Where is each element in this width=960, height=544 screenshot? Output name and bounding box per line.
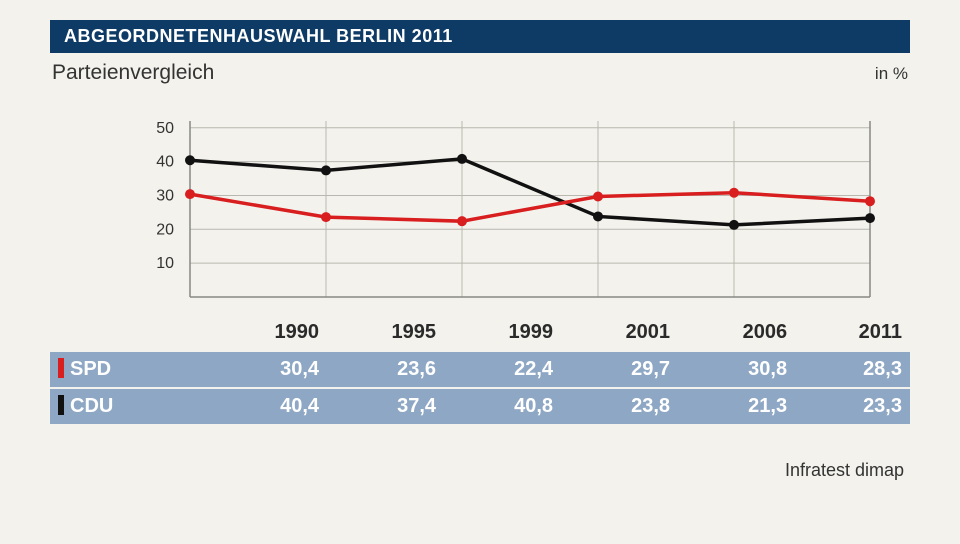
year-header: 2006 [678,315,795,351]
source-label: Infratest dimap [50,424,910,481]
subtitle: Parteienvergleich [52,61,214,85]
series-name-cell: SPD [50,351,210,388]
table-cell: 30,8 [678,351,795,388]
year-header: 2001 [561,315,678,351]
series-color-marker [58,358,64,378]
series-color-marker [58,395,64,415]
svg-text:40: 40 [156,154,174,171]
subtitle-row: Parteienvergleich in % [50,53,910,91]
table-cell: 40,4 [210,388,327,424]
svg-text:50: 50 [156,120,174,137]
page-title: ABGEORDNETENHAUSWAHL BERLIN 2011 [50,20,910,53]
table-cell: 30,4 [210,351,327,388]
line-chart: 10 20 30 40 50 [50,109,910,309]
svg-text:30: 30 [156,187,174,204]
series-name: SPD [70,358,111,380]
table-cell: 23,6 [327,351,444,388]
data-table: 199019951999200120062011 SPD 30,423,622,4… [50,315,910,424]
table-row: SPD 30,423,622,429,730,828,3 [50,351,910,388]
table-cell: 22,4 [444,351,561,388]
series-name-cell: CDU [50,388,210,424]
year-header: 1990 [210,315,327,351]
unit-label: in % [875,64,908,84]
year-header: 1995 [327,315,444,351]
svg-text:20: 20 [156,221,174,238]
table-corner [50,315,210,351]
series-name: CDU [70,395,113,417]
table-cell: 37,4 [327,388,444,424]
table-cell: 40,8 [444,388,561,424]
table-cell: 29,7 [561,351,678,388]
year-header: 1999 [444,315,561,351]
table-cell: 23,3 [795,388,910,424]
table-row: CDU 40,437,440,823,821,323,3 [50,388,910,424]
year-header: 2011 [795,315,910,351]
svg-text:10: 10 [156,255,174,272]
table-cell: 23,8 [561,388,678,424]
table-cell: 28,3 [795,351,910,388]
table-cell: 21,3 [678,388,795,424]
